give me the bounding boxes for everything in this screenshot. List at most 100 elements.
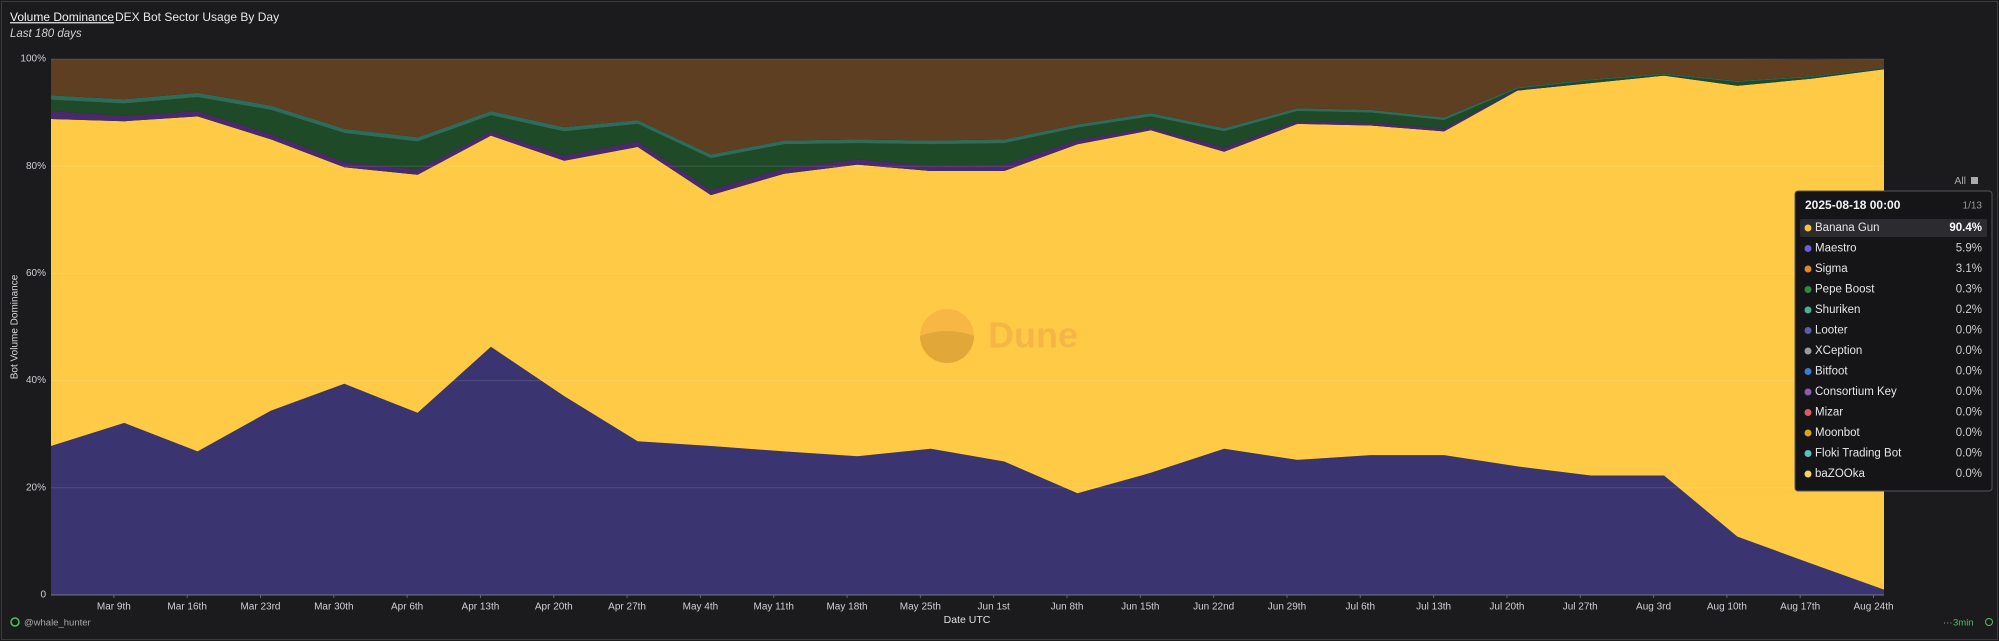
- x-tick-label: Apr 6th: [391, 602, 423, 613]
- y-tick-label: 40%: [26, 375, 46, 386]
- tooltip-swatch: [1804, 286, 1812, 293]
- tooltip-row: Pepe Boost 0.3%: [1804, 284, 1982, 296]
- x-tick-label: Mar 30th: [314, 602, 353, 613]
- watermark-text: Dune: [988, 315, 1078, 356]
- area: [51, 69, 1884, 196]
- y-axis-title: Bot Volume Dominance: [10, 274, 21, 379]
- x-tick-label: Jun 15th: [1121, 602, 1159, 613]
- tooltip-row: Bitfoot 0.0%: [1804, 366, 1982, 378]
- x-tick-label: Jul 6th: [1346, 602, 1375, 613]
- tooltip-value: 0.0%: [1956, 448, 1982, 460]
- x-tick-label: Jul 27th: [1563, 602, 1598, 613]
- tooltip-swatch: [1804, 347, 1812, 355]
- tooltip-value: 90.4%: [1949, 222, 1982, 234]
- y-tick-label: 100%: [20, 54, 46, 65]
- tooltip-name: XCeption: [1815, 345, 1862, 357]
- x-tick-label: Mar 16th: [167, 602, 206, 613]
- tooltip-name: Looter: [1815, 325, 1848, 337]
- tooltip-name: Consortium Key: [1815, 386, 1897, 398]
- tooltip-name: Pepe Boost: [1815, 284, 1875, 296]
- tooltip-value: 0.0%: [1956, 386, 1982, 398]
- tooltip-value: 0.3%: [1956, 284, 1982, 296]
- x-tick-label: May 18th: [826, 602, 867, 613]
- tooltip-name: Mizar: [1815, 407, 1843, 419]
- tooltip-name: Sigma: [1815, 263, 1848, 275]
- tooltip-value: 0.0%: [1956, 427, 1982, 439]
- period: Last 180 days: [10, 28, 82, 40]
- x-tick-label: Jun 8th: [1051, 602, 1084, 613]
- tooltip-value: 0.0%: [1956, 468, 1982, 480]
- x-tick-label: May 25th: [900, 602, 941, 613]
- tooltip-swatch: [1804, 245, 1812, 252]
- legend-toggle[interactable]: All: [1954, 175, 1966, 187]
- tooltip-date: 2025-08-18 00:00: [1805, 198, 1901, 212]
- tooltip-value: 0.0%: [1956, 366, 1982, 378]
- watermark-logo-shade: [920, 331, 974, 363]
- tooltip-page: 1/13: [1963, 201, 1983, 212]
- tooltip-name: Banana Gun: [1815, 222, 1880, 234]
- tooltip-swatch: [1804, 306, 1812, 314]
- tooltip-value: 0.0%: [1956, 407, 1982, 419]
- tooltip-value: 0.2%: [1956, 304, 1982, 316]
- x-tick-label: Aug 10th: [1707, 602, 1747, 613]
- tooltip-row: Looter 0.0%: [1804, 325, 1982, 337]
- tooltip-box: [1794, 190, 1993, 492]
- y-tick-label: 60%: [26, 268, 46, 279]
- x-tick-label: Jun 1st: [978, 602, 1010, 613]
- area: [51, 68, 1884, 190]
- watermark: Dune: [920, 309, 1078, 363]
- tooltip-row: Banana Gun 90.4%: [1800, 219, 1987, 237]
- y-tick-label: 20%: [26, 482, 46, 493]
- tooltip-swatch: [1804, 388, 1812, 396]
- area: [51, 67, 1884, 159]
- tooltip-row: Maestro 5.9%: [1804, 243, 1982, 255]
- author[interactable]: @whale_hunter: [24, 618, 91, 629]
- tooltip-value: 0.0%: [1956, 325, 1982, 337]
- more-menu[interactable]: ···: [1943, 618, 1953, 629]
- x-tick-label: Apr 27th: [608, 602, 646, 613]
- x-tick-label: Apr 20th: [535, 602, 573, 613]
- x-tick-label: Jul 20th: [1489, 602, 1524, 613]
- tooltip-swatch: [1804, 429, 1812, 437]
- x-tick-label: Mar 9th: [97, 602, 131, 613]
- tooltip-swatch: [1804, 368, 1812, 375]
- tooltip-row: Mizar 0.0%: [1804, 407, 1982, 419]
- tooltip-row: Moonbot 0.0%: [1804, 427, 1982, 439]
- x-tick-label: Jun 29th: [1268, 602, 1306, 613]
- tooltip-name: Shuriken: [1815, 304, 1860, 316]
- tooltip-swatch: [1804, 450, 1812, 457]
- tooltip-name: Floki Trading Bot: [1815, 448, 1902, 460]
- x-tick-label: Apr 13th: [462, 602, 500, 613]
- x-tick-label: Mar 23rd: [240, 602, 280, 613]
- y-tick-label: 0: [40, 590, 46, 601]
- tooltip-value: 0.0%: [1956, 345, 1982, 357]
- x-axis-title: Date UTC: [944, 614, 991, 626]
- x-tick-label: Jul 13th: [1416, 602, 1451, 613]
- tooltip-value: 5.9%: [1956, 243, 1982, 255]
- legend-toggle-icon[interactable]: [1971, 177, 1978, 184]
- tooltip-row-highlight: [1800, 219, 1987, 237]
- tooltip-swatch: [1804, 327, 1812, 334]
- x-tick-label: Aug 3rd: [1636, 602, 1671, 613]
- x-tick-label: May 11th: [754, 602, 794, 613]
- chart-subtitle: DEX Bot Sector Usage By Day: [115, 10, 279, 24]
- area: [51, 59, 1884, 155]
- tooltip-value: 3.1%: [1956, 263, 1982, 275]
- refresh: 3min: [1953, 618, 1974, 629]
- tooltip-swatch: [1804, 265, 1812, 273]
- tooltip-row: XCeption 0.0%: [1804, 345, 1982, 357]
- area: [51, 346, 1884, 595]
- tooltip-row: baZOOka 0.0%: [1804, 468, 1982, 480]
- y-tick-label: 80%: [26, 161, 46, 172]
- x-tick-label: Aug 24th: [1854, 602, 1894, 613]
- tooltip-swatch: [1804, 409, 1812, 416]
- refresh-icon: [1985, 618, 1993, 626]
- chart-title[interactable]: Volume Dominance: [10, 10, 114, 24]
- tooltip-swatch: [1804, 470, 1812, 478]
- tooltip-name: baZOOka: [1815, 468, 1865, 480]
- tooltip: 2025-08-18 00:00 1/13 Banana Gun 90.4% Mae…: [1794, 190, 1993, 492]
- tooltip-row: Shuriken 0.2%: [1804, 304, 1982, 316]
- tooltip-row: Floki Trading Bot 0.0%: [1804, 448, 1982, 460]
- tooltip-swatch: [1804, 224, 1812, 232]
